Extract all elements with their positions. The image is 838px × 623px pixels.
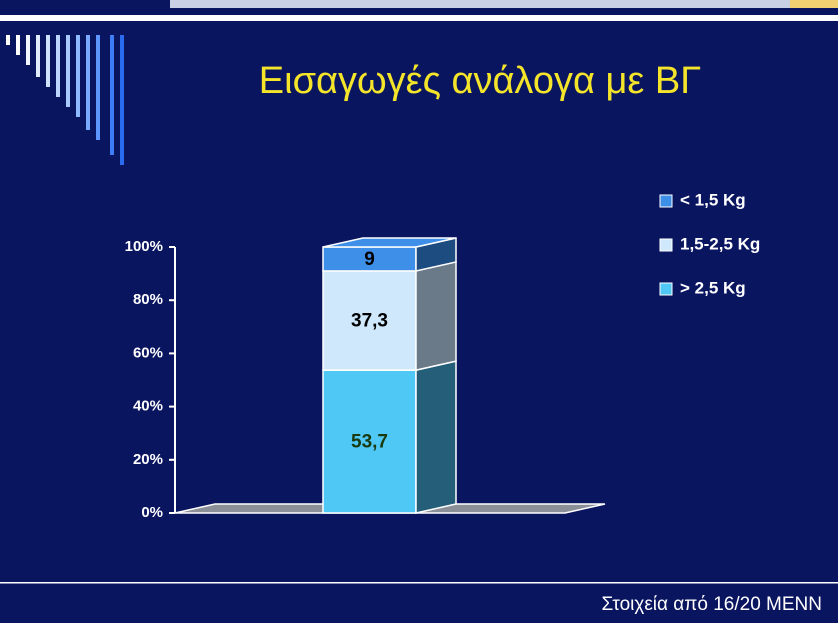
legend-swatch: [659, 194, 673, 208]
legend-label: < 1,5 Kg: [680, 190, 746, 209]
footer-rule: [0, 582, 838, 584]
value-label: 9: [364, 249, 375, 270]
top-rule: [0, 15, 838, 21]
legend-label: 1,5-2,5 Kg: [680, 234, 760, 253]
legend-swatch: [659, 282, 673, 296]
bar-side: [415, 360, 457, 514]
decoration: [6, 35, 124, 165]
bar-top: [322, 237, 457, 248]
top-strip: [170, 0, 790, 8]
chart-title: Εισαγωγές ανάλογα με ΒΓ: [259, 60, 701, 102]
y-tick-label: 60%: [133, 344, 163, 361]
y-tick-label: 80%: [133, 291, 163, 308]
bar-side: [415, 261, 457, 372]
y-tick-label: 0%: [141, 504, 163, 521]
top-strip-accent: [790, 0, 838, 8]
y-tick-label: 40%: [133, 398, 163, 415]
legend-label: > 2,5 Kg: [680, 278, 746, 297]
source-note: Στοιχεία από 16/20 ΜΕΝΝ: [602, 594, 823, 615]
value-label: 37,3: [351, 311, 388, 332]
plot: 0% 20% 40% 60% 80% 100% 53,7 37,3 9 > 2,5 Kg 1,5-2…: [125, 190, 761, 520]
legend-swatch: [659, 238, 673, 252]
value-label: 53,7: [351, 432, 388, 453]
y-tick-label: 20%: [133, 451, 163, 468]
y-tick-label: 100%: [125, 238, 163, 255]
